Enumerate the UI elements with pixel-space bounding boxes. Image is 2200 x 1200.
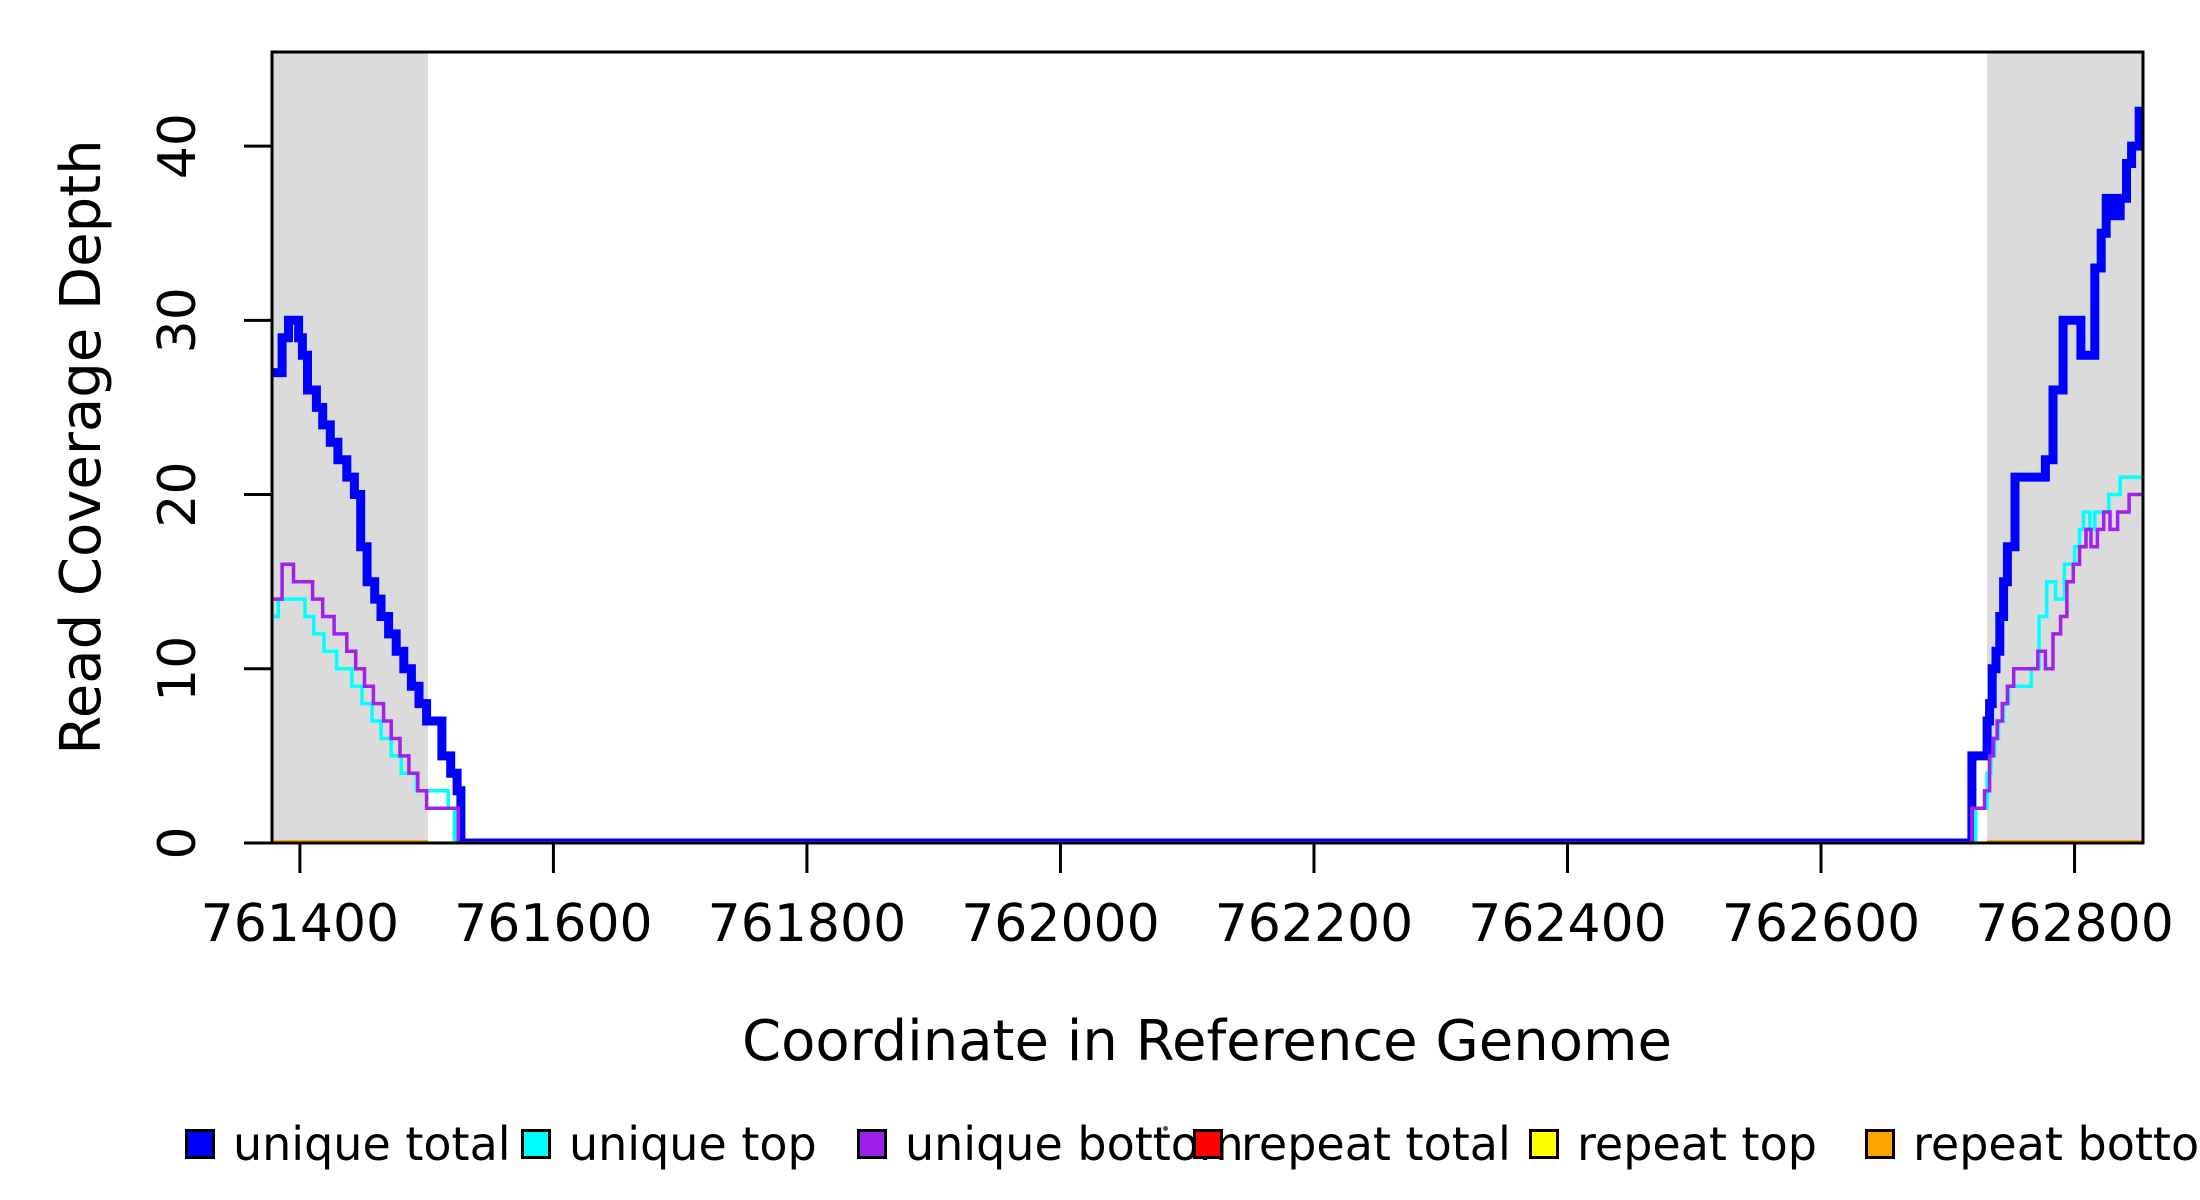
series-line-unique-total xyxy=(272,106,2143,843)
repeat-region-left xyxy=(272,52,428,843)
y-tick-label: 20 xyxy=(148,461,208,527)
y-axis-title: Read Coverage Depth xyxy=(49,139,114,754)
x-tick-label: 762800 xyxy=(1975,894,2174,954)
y-tick-label: 10 xyxy=(148,636,208,702)
series-line-unique-bottom xyxy=(272,492,2143,843)
x-tick-label: 762600 xyxy=(1722,894,1921,954)
x-tick-label: 762200 xyxy=(1215,894,1414,954)
legend-artifact-dot xyxy=(1163,1126,1168,1131)
y-tick-label: 30 xyxy=(148,287,208,353)
plot-border xyxy=(270,50,2145,845)
y-tick-label: 0 xyxy=(148,826,208,859)
series-line-unique-top xyxy=(272,475,2143,843)
repeat-region-right xyxy=(1987,52,2143,843)
x-tick-label: 761600 xyxy=(454,894,653,954)
x-tick-label: 762000 xyxy=(961,894,1160,954)
x-tick-label: 761400 xyxy=(201,894,400,954)
x-axis-title: Coordinate in Reference Genome xyxy=(742,1009,1672,1074)
y-tick-label: 40 xyxy=(148,113,208,179)
x-tick-label: 762400 xyxy=(1468,894,1667,954)
x-tick-label: 761800 xyxy=(708,894,907,954)
